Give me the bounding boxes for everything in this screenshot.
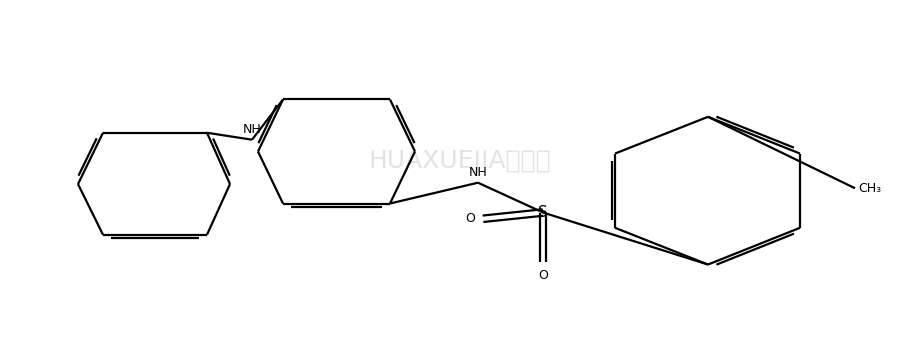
Text: O: O	[538, 269, 548, 282]
Text: O: O	[465, 212, 475, 225]
Text: CH₃: CH₃	[857, 182, 880, 195]
Text: HUAXUEJIA化学加: HUAXUEJIA化学加	[369, 149, 550, 173]
Text: NH: NH	[243, 123, 261, 136]
Text: NH: NH	[468, 166, 487, 179]
Text: S: S	[538, 205, 548, 220]
